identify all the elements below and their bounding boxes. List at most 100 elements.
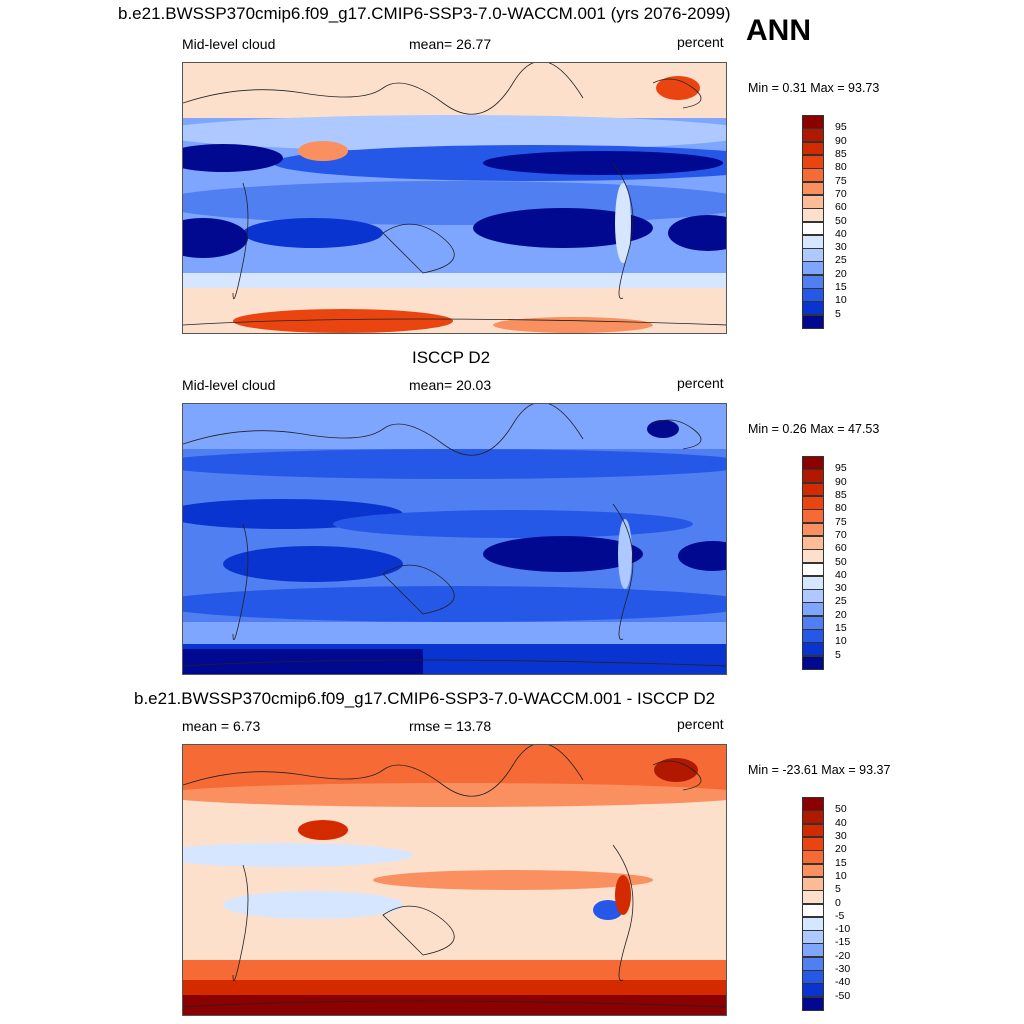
colorbar-cell — [802, 850, 824, 865]
colorbar-label: 95 — [835, 121, 847, 134]
p1-antarctic-high — [233, 309, 453, 333]
panel2-mean: mean= 20.03 — [409, 377, 492, 393]
colorbar-label: 25 — [835, 595, 847, 608]
colorbar-label: 50 — [835, 555, 847, 568]
season-label: ANN — [746, 14, 811, 47]
p1-antarctic-high2 — [493, 317, 653, 333]
colorbar-label: 60 — [835, 542, 847, 555]
colorbar-cell — [802, 642, 824, 657]
panel1-map-svg — [183, 63, 726, 333]
panel3-mean: mean = 6.73 — [182, 718, 261, 734]
panel1-minmax: Min = 0.31 Max = 93.73 — [748, 81, 880, 95]
colorbar-label: 10 — [835, 294, 847, 307]
colorbar-cell — [802, 836, 824, 851]
colorbar-cell — [802, 288, 824, 302]
p1-tropics — [183, 181, 726, 225]
colorbar-cell — [802, 181, 824, 196]
colorbar-cell — [802, 943, 824, 958]
colorbar-cell — [802, 482, 824, 497]
panel2-colorbar — [802, 456, 824, 670]
colorbar-cell — [802, 522, 824, 537]
colorbar-cell — [802, 615, 824, 630]
p2-arctic — [183, 404, 726, 449]
panel2-map-svg — [183, 404, 726, 674]
colorbar-label: 70 — [835, 528, 847, 541]
colorbar-cell — [802, 495, 824, 510]
colorbar-label: 15 — [835, 281, 847, 294]
colorbar-cell — [802, 261, 824, 276]
p3-arctic — [183, 745, 726, 790]
p2-s-ind — [223, 546, 403, 582]
colorbar-label: -50 — [835, 989, 851, 1002]
p1-arctic — [183, 63, 726, 118]
panel2-variable: Mid-level cloud — [182, 377, 276, 393]
p3-n-mid — [183, 783, 726, 807]
colorbar-label: 15 — [835, 622, 847, 635]
colorbar-label: -40 — [835, 976, 851, 989]
p2-greenland — [647, 420, 679, 438]
p3-trop-n — [183, 843, 413, 867]
p1-s-atl-low-e — [668, 215, 726, 251]
colorbar-cell — [802, 823, 824, 838]
colorbar-label: 20 — [835, 267, 847, 280]
colorbar-label: 20 — [835, 843, 847, 856]
colorbar-label: 60 — [835, 201, 847, 214]
colorbar-cell — [802, 115, 824, 129]
p1-atl-low — [183, 144, 283, 172]
p3-tibet — [298, 820, 348, 840]
colorbar-label: -10 — [835, 923, 851, 936]
colorbar-cell — [802, 797, 824, 811]
colorbar-cell — [802, 208, 824, 222]
colorbar-label: 50 — [835, 214, 847, 227]
panel2-units: percent — [677, 375, 724, 391]
colorbar-label: -5 — [835, 909, 845, 922]
panel3-units: percent — [677, 716, 724, 732]
colorbar-cell — [802, 970, 824, 984]
colorbar-cell — [802, 549, 824, 563]
panel3-minmax: Min = -23.61 Max = 93.37 — [748, 763, 891, 777]
colorbar-label: 5 — [835, 648, 841, 661]
colorbar-cell — [802, 509, 824, 524]
colorbar-label: 80 — [835, 502, 847, 515]
colorbar-label: 40 — [835, 568, 847, 581]
colorbar-label: 5 — [835, 307, 841, 320]
colorbar-label: -20 — [835, 949, 851, 962]
colorbar-cell — [802, 575, 824, 590]
p3-andes-high — [615, 875, 631, 915]
p3-antarctic-deep — [183, 995, 726, 1015]
colorbar-cell — [802, 168, 824, 183]
p1-tibet — [298, 141, 348, 161]
colorbar-cell — [802, 996, 824, 1011]
p2-coastlines — [183, 404, 726, 667]
panel1-map — [182, 62, 727, 334]
colorbar-cell — [802, 562, 824, 577]
colorbar-cell — [802, 535, 824, 550]
colorbar-cell — [802, 248, 824, 262]
panel2-title: ISCCP D2 — [412, 348, 491, 367]
colorbar-label: 40 — [835, 227, 847, 240]
colorbar-cell — [802, 629, 824, 643]
colorbar-label: 15 — [835, 856, 847, 869]
p2-andes — [618, 519, 632, 589]
colorbar-label: 80 — [835, 161, 847, 174]
colorbar-label: -15 — [835, 936, 851, 949]
colorbar-cell — [802, 456, 824, 470]
p1-coastlines — [183, 63, 726, 326]
p2-tropics-n — [333, 510, 693, 538]
p1-n-pac-low — [483, 151, 723, 175]
colorbar-label: 30 — [835, 829, 847, 842]
colorbar-label: 25 — [835, 254, 847, 267]
colorbar-label: 30 — [835, 582, 847, 595]
p1-s-atl-low — [183, 218, 248, 258]
panel3-colorbar — [802, 797, 824, 1011]
colorbar-cell — [802, 469, 824, 484]
colorbar-label: 10 — [835, 635, 847, 648]
colorbar-cell — [802, 655, 824, 670]
colorbar-cell — [802, 141, 824, 156]
p3-trop-pac — [373, 870, 653, 890]
colorbar-cell — [802, 128, 824, 143]
p3-andes-low — [593, 900, 623, 920]
colorbar-label: 95 — [835, 462, 847, 475]
colorbar-cell — [802, 314, 824, 329]
colorbar-cell — [802, 234, 824, 249]
